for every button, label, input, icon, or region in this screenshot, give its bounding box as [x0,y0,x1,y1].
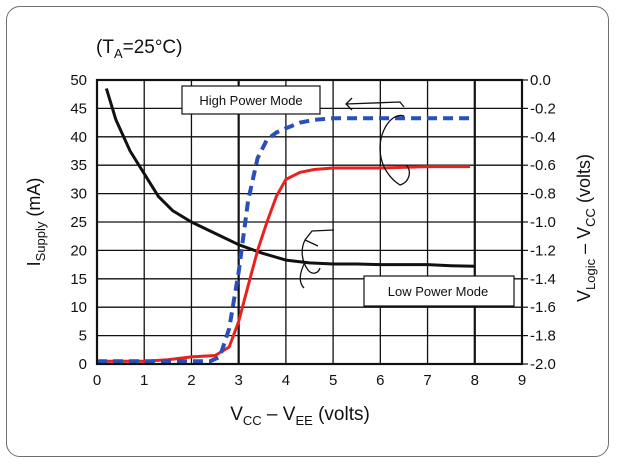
plot-border [95,78,524,366]
x-tick-label: 2 [187,372,195,389]
y-left-tick-label: 50 [70,72,87,89]
red-series-brace-mark [299,261,306,289]
y-left-tick-label: 40 [70,129,87,146]
x-tick-label: 7 [423,372,431,389]
y-right-tick-label: 0.0 [530,72,551,89]
x-tick-label: 9 [518,372,526,389]
y-right-tick-label: -2.0 [530,356,556,373]
blue-series-brace-mark [345,97,411,186]
high-power-mode-label: High Power Mode [199,93,302,108]
x-tick-label: 8 [471,372,479,389]
x-tick-label: 1 [140,372,148,389]
x-tick-label: 5 [329,372,337,389]
y-right-tick-label: -1.8 [530,328,556,345]
y-right-tick-label: -1.4 [530,271,556,288]
y-right-axis-label: VLogic – VCC (volts) [574,154,598,302]
logic-voltage-red-line [97,165,471,363]
y-right-axis-ticks: 0.0 -0.2 -0.4 -0.6 -0.8 -1.0 -1.2 -1.4 -1.6 -1.8 -… [522,72,556,373]
logic-voltage-blue-dashed-line [97,116,471,364]
y-left-tick-label: 5 [79,328,87,345]
y-right-tick-label: -0.4 [530,129,556,146]
y-right-tick-label: -1.0 [530,214,556,231]
x-tick-label: 4 [282,372,290,389]
black-series-brace-mark [301,229,335,274]
y-left-tick-label: 10 [70,299,87,316]
y-left-tick-label: 20 [70,242,87,259]
x-tick-label: 6 [376,372,384,389]
y-left-tick-label: 0 [79,356,87,373]
x-tick-label: 3 [234,372,242,389]
y-left-axis-label: ISupply (mA) [24,178,48,267]
x-axis-label: VCC – VEE (volts) [230,404,370,428]
plot-grid [97,80,522,364]
y-left-tick-label: 15 [70,271,87,288]
x-tick-label: 0 [93,372,101,389]
y-left-axis-ticks: 0 5 10 15 20 25 30 35 40 45 50 [70,72,87,373]
y-left-tick-label: 35 [70,157,87,174]
series-group [97,88,475,364]
y-right-tick-label: -1.2 [530,242,556,259]
y-left-tick-label: 45 [70,100,87,117]
chart-frame [6,6,609,457]
supply-current-line [104,88,475,268]
y-right-tick-label: -1.6 [530,299,556,316]
y-left-tick-label: 25 [70,214,87,231]
low-power-mode-box [363,275,515,307]
chart-condition-annotation: (TA=25°C) [96,37,183,61]
x-axis-ticks: 0 1 2 3 4 5 6 7 8 9 [93,372,526,389]
y-left-tick-label: 30 [70,186,87,203]
y-right-tick-label: -0.6 [530,157,556,174]
high-power-mode-box [181,85,321,115]
y-right-tick-label: -0.8 [530,186,556,203]
y-right-tick-label: -0.2 [530,100,556,117]
low-power-mode-label: Low Power Mode [388,284,488,299]
